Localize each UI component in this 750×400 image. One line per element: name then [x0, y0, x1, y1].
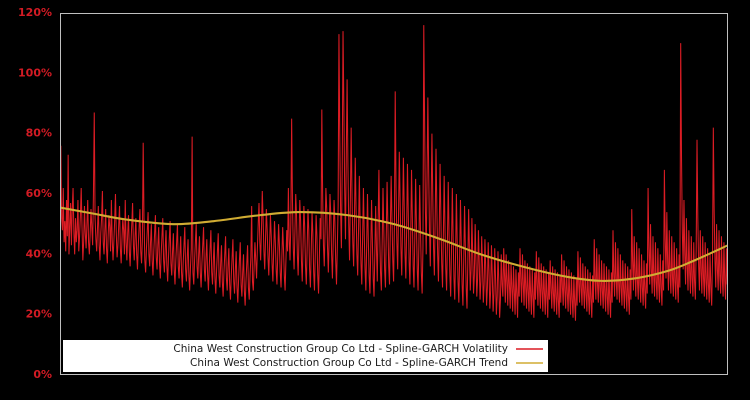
legend-label-volatility: China West Construction Group Co Ltd - S…	[173, 343, 508, 355]
y-axis-tick-label: 40%	[26, 247, 52, 260]
y-axis-tick-label: 0%	[33, 368, 52, 381]
plot-frame-border	[60, 13, 728, 375]
legend-label-trend: China West Construction Group Co Ltd - S…	[190, 357, 508, 369]
plot-area	[60, 13, 728, 375]
trend-series-line	[60, 206, 728, 282]
y-axis-tick-label: 120%	[18, 6, 52, 19]
y-axis-tick-label: 100%	[18, 66, 52, 79]
y-axis-tick-labels: 0% 20% 40% 60% 80% 100% 120%	[18, 6, 52, 381]
legend-background	[63, 340, 548, 372]
volatility-series-line	[60, 25, 728, 321]
legend[interactable]: China West Construction Group Co Ltd - S…	[63, 340, 548, 372]
y-axis-tick-label: 80%	[26, 127, 52, 140]
y-axis-tick-label: 20%	[26, 308, 52, 321]
y-axis-tick-label: 60%	[26, 187, 52, 200]
